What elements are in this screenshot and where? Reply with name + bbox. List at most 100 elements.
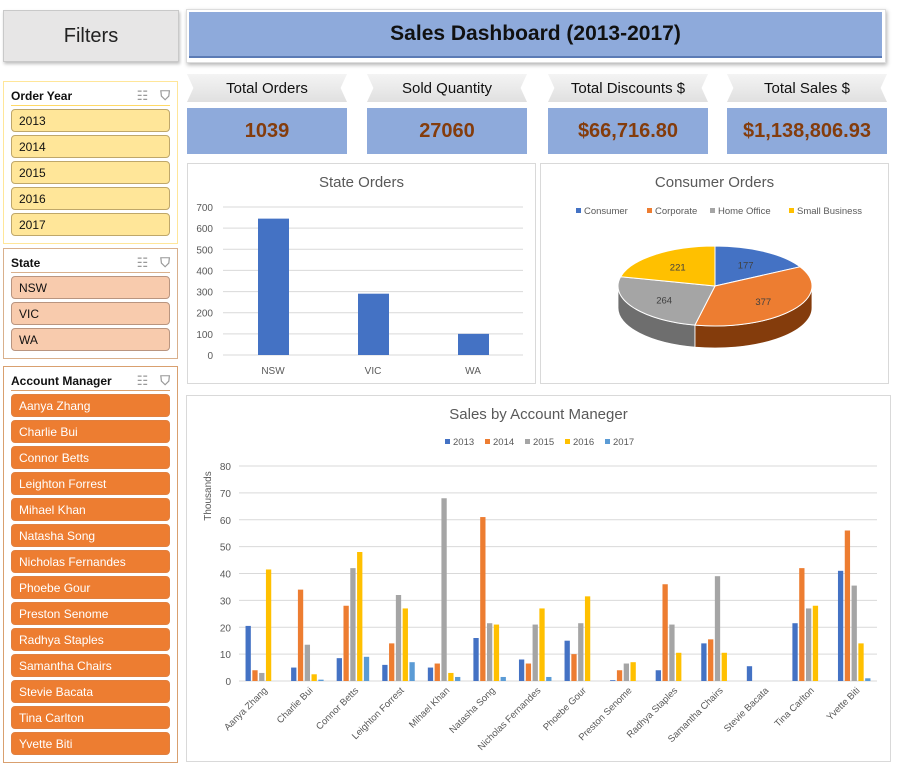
bar-2013 [427,667,434,681]
bar-2015 [350,568,356,681]
slicer-item[interactable]: WA [11,328,170,351]
bar-2017 [409,662,415,681]
bar-2015 [714,576,721,681]
bar-2014 [799,568,805,681]
bar-2015 [669,624,675,681]
x-tick-label: NSW [261,366,285,377]
kpi-value: $66,716.80 [548,108,708,154]
chart-title: Consumer Orders [654,174,775,191]
bar-2014 [708,639,714,681]
bar-2013 [245,625,251,681]
slicer-item[interactable]: Mihael Khan [11,498,170,521]
slicer-item[interactable]: Natasha Song [11,524,170,547]
bar-2014 [616,670,623,681]
clear-filter-icon[interactable]: ⛉ [160,254,170,270]
bar-2013 [655,670,661,681]
bar-2016 [630,662,636,681]
bar-2015 [441,498,447,681]
bar-2017 [546,676,552,681]
kpi-total-orders: Total Orders 1039 [187,74,347,156]
y-tick-label: 20 [220,623,232,634]
bar-2015 [623,663,630,681]
filters-header: Filters [3,10,179,62]
slicer-item[interactable]: Phoebe Gour [11,576,170,599]
multi-select-icon[interactable]: ☷ [136,372,149,388]
slicer-item[interactable]: Nicholas Fernandes [11,550,170,573]
kpi-label: Total Sales $ [727,74,887,102]
y-tick-label: 80 [220,462,232,473]
legend-label: 2015 [533,437,554,448]
bar-2017 [865,678,871,681]
dashboard-title-bar: Sales Dashboard (2013-2017) [186,9,886,63]
state-orders-plot: 0 100 200 300 400 500 600 700 NSW VIC WA [196,203,523,377]
multi-select-icon[interactable]: ☷ [136,87,149,103]
slicer-item[interactable]: 2014 [11,135,170,158]
bar-2014 [844,530,851,681]
slicer-item[interactable]: Tina Carlton [11,706,170,729]
legend-swatch [789,208,794,213]
slicer-item[interactable]: Samantha Chairs [11,654,170,677]
pie-slice-consumer [714,245,802,287]
legend-swatch [647,208,652,213]
slicer-item[interactable]: Connor Betts [11,446,170,469]
kpi-label: Total Orders [187,74,347,102]
slicer-item[interactable]: Aanya Zhang [11,394,170,417]
x-tick-label: Stevie Bacata [722,685,772,735]
x-tick-label: Tina Carlton [773,685,817,729]
consumer-orders-chart: Consumer Orders Consumer Corporate Home Of… [540,163,889,384]
y-tick-label: 40 [220,570,232,581]
bar-2014 [480,517,486,681]
bar-2015 [805,608,812,681]
x-tick-label: Aanya Zhang [222,685,270,733]
bar-2015 [259,672,265,681]
bar-2014 [343,605,349,681]
slicer-item[interactable]: Charlie Bui [11,420,170,443]
bar-2013 [291,667,297,681]
data-label: 377 [755,297,771,308]
slicer-item[interactable]: 2015 [11,161,170,184]
slicer-title: Account Manager [11,373,112,388]
slicer-state: State ☷ ⛉ NSW VIC WA [3,248,178,359]
pie-slice-small-business [619,245,716,287]
kpi-value: $1,138,806.93 [727,108,887,154]
legend-swatch [576,208,581,213]
slicer-item[interactable]: Radhya Staples [11,628,170,651]
slicer-item[interactable]: 2017 [11,213,170,236]
bar-2016 [539,608,545,681]
data-label: 221 [670,263,686,274]
legend-label: 2016 [573,437,594,448]
clear-filter-icon[interactable]: ⛉ [160,87,170,103]
slicer-item[interactable]: Yvette Biti [11,732,170,755]
slicer-item[interactable]: 2013 [11,109,170,132]
legend-label: Small Business [797,206,862,217]
kpi-value: 27060 [367,108,527,154]
bar-2013 [473,638,479,681]
kpi-total-discounts: Total Discounts $ $66,716.80 [548,74,708,156]
bar-2014 [662,584,668,681]
clear-filter-icon[interactable]: ⛉ [160,372,170,388]
bar-2016 [265,569,272,681]
bar-2015 [532,624,538,681]
slicer-item[interactable]: Stevie Bacata [11,680,170,703]
x-tick-label: Charlie Bui [275,685,316,726]
slicer-item[interactable]: Leighton Forrest [11,472,170,495]
slicer-item[interactable]: 2016 [11,187,170,210]
legend-swatch [525,439,530,444]
state-orders-chart: State Orders 0 100 200 300 400 500 600 700 NSW VI… [187,163,536,384]
multi-select-icon[interactable]: ☷ [136,254,149,270]
kpi-value: 1039 [187,108,347,154]
y-tick-label: 300 [196,288,213,299]
bar-2013 [792,623,798,681]
bar-2013 [746,666,753,681]
slicer-item[interactable]: Preston Senome [11,602,170,625]
y-tick-label: 200 [196,309,213,320]
slicer-item[interactable]: VIC [11,302,170,325]
slicer-item[interactable]: NSW [11,276,170,299]
legend-label: 2014 [493,437,514,448]
bar-2015 [395,595,402,681]
x-tick-label: Phoebe Gour [541,685,589,733]
bar-2014 [252,670,258,681]
bar-2017 [318,679,324,681]
bar-2016 [402,608,408,681]
bar-vic [358,293,389,355]
